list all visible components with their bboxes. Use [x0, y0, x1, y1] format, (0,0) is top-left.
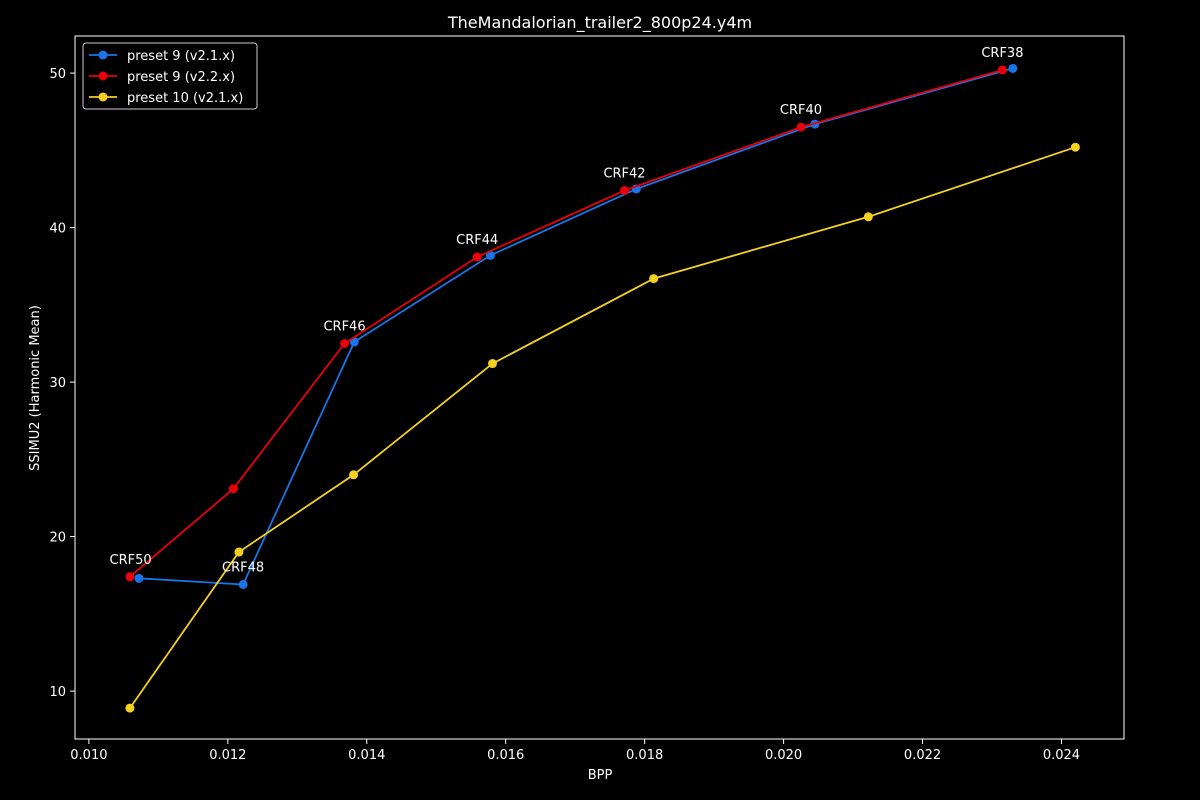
legend-swatch-marker [98, 71, 108, 81]
x-tick-label: 0.024 [1043, 748, 1080, 763]
data-point [349, 337, 359, 347]
data-point [134, 573, 144, 583]
data-point [796, 122, 806, 132]
x-tick-label: 0.014 [348, 748, 385, 763]
crf-annotation: CRF48 [222, 560, 264, 575]
data-point [234, 547, 244, 557]
y-tick-label: 50 [49, 67, 66, 82]
legend: preset 9 (v2.1.x) preset 9 (v2.2.x) preset… [82, 42, 258, 110]
plot-area [74, 35, 1125, 740]
legend-label: preset 9 (v2.2.x) [127, 70, 235, 85]
crf-annotation: CRF40 [780, 103, 822, 118]
crf-annotation: CRF42 [603, 167, 645, 182]
data-point [125, 572, 135, 582]
legend-label: preset 9 (v2.1.x) [127, 49, 235, 64]
annotations: CRF50 CRF48 CRF46 CRF44 CRF42 CRF40 CRF38 [110, 46, 1024, 576]
y-axis-label: SSIMU2 (Harmonic Mean) [28, 305, 43, 471]
data-point [620, 186, 630, 196]
legend-box [82, 42, 258, 110]
y-tick-label: 10 [49, 685, 66, 700]
x-tick-label: 0.018 [626, 748, 663, 763]
data-point [340, 338, 350, 348]
series-layer [125, 63, 1080, 713]
data-point [228, 484, 238, 494]
x-tick-label: 0.022 [904, 748, 941, 763]
legend-label: preset 10 (v2.1.x) [127, 91, 243, 106]
data-point [349, 470, 359, 480]
crf-annotation: CRF46 [323, 319, 365, 334]
x-axis-label: BPP [588, 768, 613, 783]
x-tick-label: 0.010 [70, 748, 107, 763]
data-point [997, 65, 1007, 75]
series-3 [125, 142, 1080, 713]
y-tick-label: 40 [49, 222, 66, 237]
legend-swatch-marker [98, 50, 108, 60]
x-tick-label: 0.020 [765, 748, 802, 763]
data-point [485, 250, 495, 260]
data-point [488, 359, 498, 369]
chart-title: TheMandalorian_trailer2_800p24.y4m [447, 13, 752, 33]
data-point [1008, 63, 1018, 73]
y-tick-label: 30 [49, 376, 66, 391]
x-tick-label: 0.016 [487, 748, 524, 763]
crf-annotation: CRF38 [981, 46, 1023, 61]
series-2 [125, 65, 1007, 582]
crf-annotation: CRF44 [456, 233, 498, 248]
x-tick-label: 0.012 [209, 748, 246, 763]
x-axis: 0.010 0.012 0.014 0.016 0.018 0.020 0.022 0.024 [70, 739, 1080, 763]
y-tick-label: 20 [49, 531, 66, 546]
data-point [238, 579, 248, 589]
data-point [649, 274, 659, 284]
y-axis: 10 20 30 40 50 [49, 67, 75, 700]
crf-annotation: CRF50 [110, 553, 152, 568]
data-point [1070, 142, 1080, 152]
data-point [472, 252, 482, 262]
data-point [125, 703, 135, 713]
data-point [863, 212, 873, 222]
legend-swatch-marker [98, 92, 108, 102]
